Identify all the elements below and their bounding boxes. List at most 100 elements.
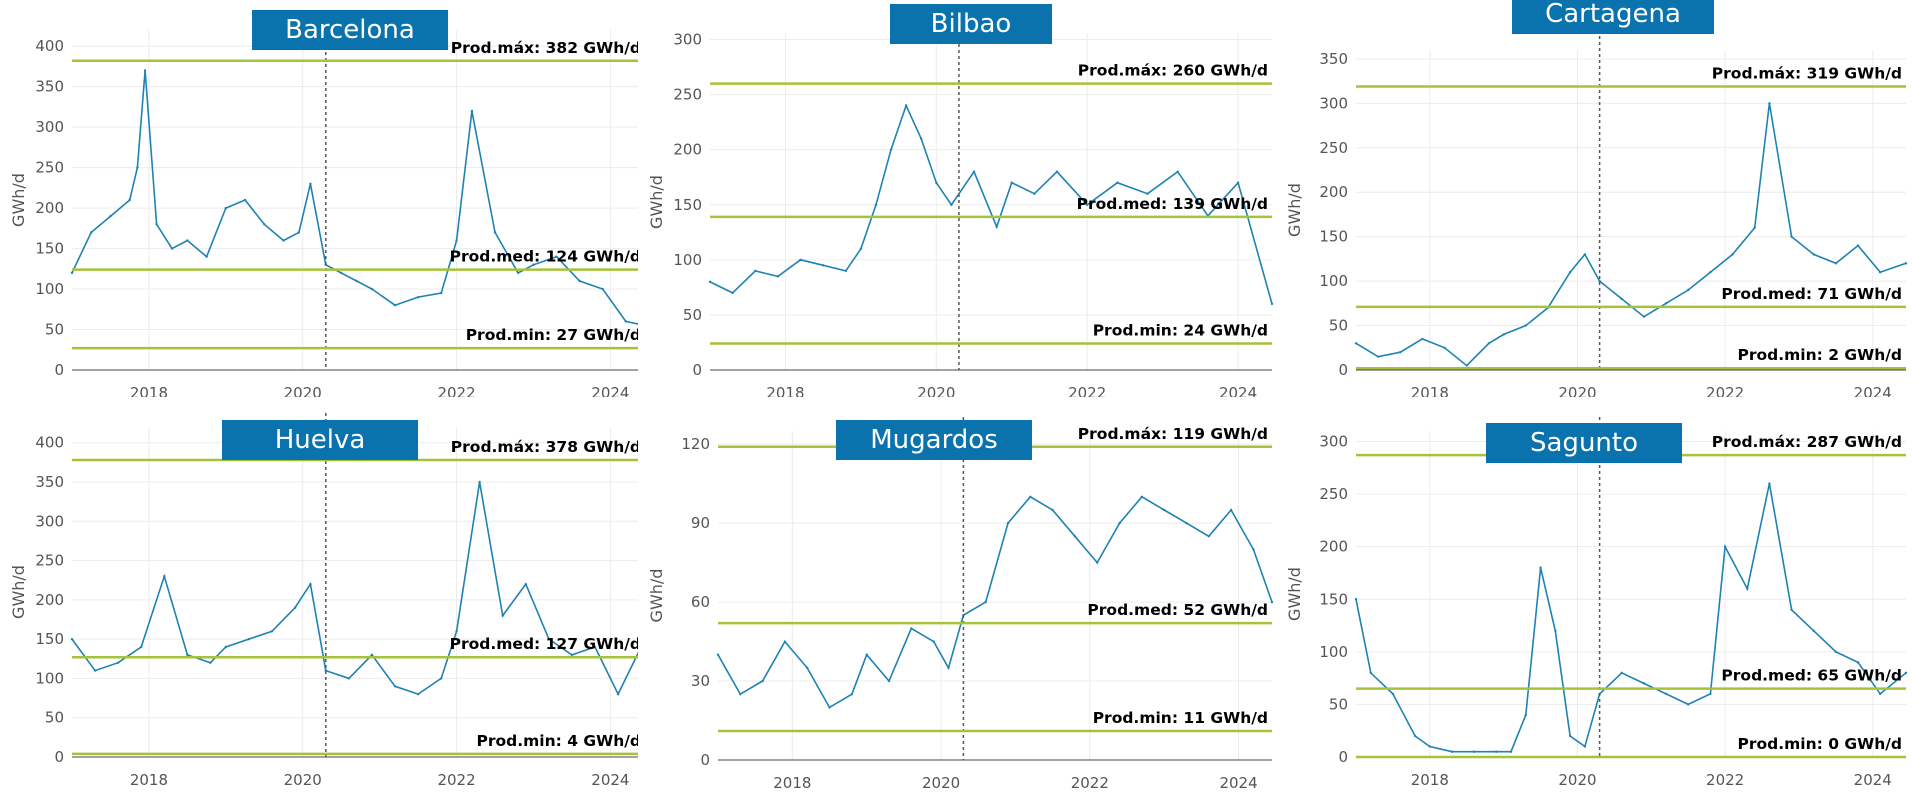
data-point xyxy=(850,693,854,696)
y-tick-label: 50 xyxy=(45,321,64,339)
y-tick-label: 300 xyxy=(673,31,702,49)
data-point xyxy=(493,231,497,234)
data-point xyxy=(1856,661,1860,664)
data-point xyxy=(859,247,863,251)
data-point xyxy=(904,104,908,107)
y-tick-label: 30 xyxy=(691,672,710,690)
data-point xyxy=(932,640,935,643)
data-point xyxy=(355,279,358,283)
data-point xyxy=(1085,203,1089,206)
y-tick-label: 400 xyxy=(35,37,64,55)
reference-label: Prod.min: 0 GWh/d xyxy=(1737,735,1902,753)
data-point xyxy=(532,263,535,266)
data-point xyxy=(1753,226,1756,229)
y-tick-label: 90 xyxy=(691,514,710,532)
data-point xyxy=(1583,745,1587,748)
y-tick-label: 250 xyxy=(673,86,702,104)
y-tick-label: 0 xyxy=(54,361,64,379)
data-point xyxy=(865,653,868,656)
data-point xyxy=(1369,671,1372,675)
y-tick-label: 50 xyxy=(1329,695,1348,713)
data-point xyxy=(470,109,474,113)
chart-title: Cartagena xyxy=(1512,0,1714,34)
data-point xyxy=(1162,508,1166,512)
x-tick-label: 2024 xyxy=(1854,384,1892,397)
y-tick-label: 120 xyxy=(681,435,710,453)
data-point xyxy=(555,255,558,258)
data-point xyxy=(1010,181,1013,184)
data-point xyxy=(1354,342,1358,345)
data-point xyxy=(501,614,504,617)
data-point xyxy=(601,287,604,291)
reference-label: Prod.máx: 119 GWh/d xyxy=(1078,425,1268,443)
data-point xyxy=(93,669,97,672)
data-point xyxy=(995,225,998,228)
data-point xyxy=(1723,545,1727,548)
data-point xyxy=(1554,629,1557,633)
y-tick-label: 250 xyxy=(1319,485,1348,503)
y-tick-label: 300 xyxy=(1319,94,1348,112)
data-point xyxy=(1055,170,1059,173)
panel-cartagena: 0 50 100 150 200 250 300 350 2018 2020 2022 2024 GWh… xyxy=(1276,0,1913,397)
data-point xyxy=(1687,703,1690,706)
reference-label: Prod.máx: 287 GWh/d xyxy=(1712,433,1902,451)
data-point xyxy=(247,637,251,641)
chart-title: Bilbao xyxy=(890,4,1052,44)
x-tick-label: 2018 xyxy=(766,384,804,397)
y-tick-label: 350 xyxy=(35,78,64,96)
data-point xyxy=(1834,650,1838,654)
data-point xyxy=(439,291,443,295)
data-point xyxy=(1642,315,1646,318)
data-point xyxy=(754,269,757,273)
series-line xyxy=(71,70,638,325)
data-point xyxy=(806,666,809,670)
data-point xyxy=(1354,598,1358,601)
data-point xyxy=(455,239,458,242)
data-point xyxy=(393,685,397,688)
y-tick-label: 250 xyxy=(35,159,64,177)
y-tick-label: 100 xyxy=(35,280,64,298)
y-tick-label: 60 xyxy=(691,593,710,611)
y-tick-label: 350 xyxy=(35,473,64,491)
data-point xyxy=(309,582,312,586)
reference-label: Prod.med: 127 GWh/d xyxy=(450,635,638,653)
reference-label: Prod.med: 124 GWh/d xyxy=(450,248,638,266)
data-point xyxy=(293,606,297,609)
data-point xyxy=(1904,262,1908,265)
data-point xyxy=(910,627,913,630)
data-point xyxy=(1856,244,1860,247)
chart-title: Sagunto xyxy=(1486,423,1682,463)
y-tick-label: 200 xyxy=(1319,183,1348,201)
data-point xyxy=(209,661,212,664)
data-point xyxy=(170,247,174,250)
x-tick-label: 2022 xyxy=(437,384,475,397)
data-point xyxy=(1502,333,1505,336)
y-tick-label: 300 xyxy=(35,118,64,136)
data-point xyxy=(1904,671,1908,675)
data-point xyxy=(1229,508,1233,512)
data-point xyxy=(1664,692,1668,696)
data-point xyxy=(1664,302,1668,305)
data-point xyxy=(1709,692,1712,696)
y-tick-label: 200 xyxy=(673,141,702,159)
data-point xyxy=(439,677,443,680)
data-point xyxy=(1391,692,1395,696)
data-point xyxy=(1252,548,1255,551)
data-point xyxy=(1768,102,1771,105)
panel-sagunto: 0 50 100 150 200 250 300 2018 2020 2022 2024 GWh/d P… xyxy=(1276,397,1913,794)
data-point xyxy=(1185,521,1188,525)
data-point xyxy=(624,320,627,323)
data-point xyxy=(874,203,878,206)
data-point xyxy=(1051,508,1054,512)
data-point xyxy=(128,198,131,202)
chart-mugardos: 0 30 60 90 120 2018 2020 2022 2024 GWh/d Prod.máx:… xyxy=(647,417,1274,792)
data-point xyxy=(887,679,891,683)
y-tick-label: 150 xyxy=(35,240,64,258)
y-tick-label: 100 xyxy=(1319,272,1348,290)
data-point xyxy=(297,231,301,234)
reference-label: Prod.máx: 378 GWh/d xyxy=(451,438,638,456)
data-point xyxy=(243,198,247,202)
data-point xyxy=(1465,364,1468,367)
data-point xyxy=(1746,587,1749,590)
